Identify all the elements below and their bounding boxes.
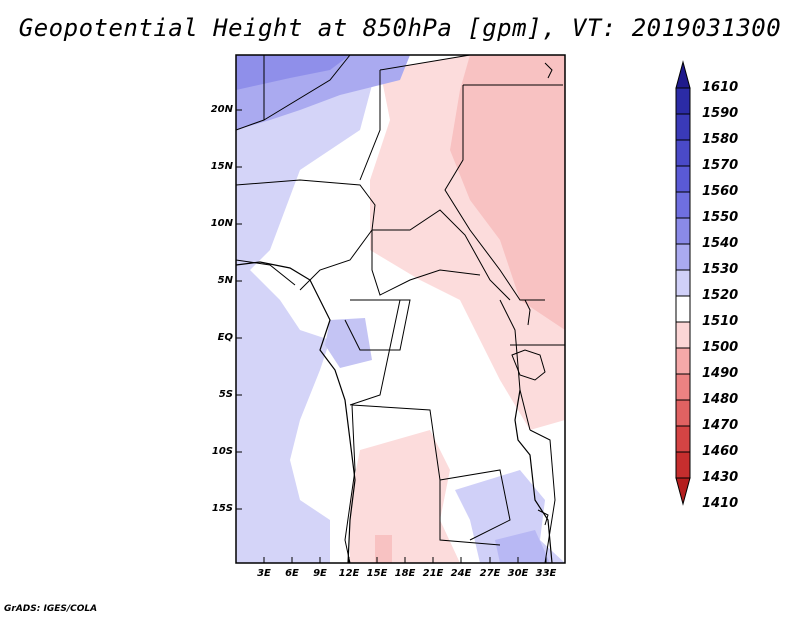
colorbar-label: 1460 xyxy=(702,444,739,459)
lat-label-15s: 15S xyxy=(211,503,233,514)
colorbar-label: 1540 xyxy=(702,236,739,251)
colorbar-label: 1510 xyxy=(702,314,739,329)
lon-label-27e: 27E xyxy=(479,568,501,579)
colorbar-swatch xyxy=(675,347,691,375)
colorbar-label: 1480 xyxy=(702,392,739,407)
colorbar xyxy=(675,60,691,506)
lon-label-6e: 6E xyxy=(285,568,299,579)
colorbar-swatch xyxy=(675,269,691,297)
lon-label-3e: 3E xyxy=(257,568,271,579)
lat-label-20n: 20N xyxy=(210,104,233,115)
field-1520-gabon xyxy=(325,318,372,368)
colorbar-swatch xyxy=(675,295,691,323)
axis-ticks xyxy=(236,109,547,563)
lon-label-30e: 30E xyxy=(507,568,529,579)
lat-label-5s: 5S xyxy=(218,389,233,400)
colorbar-label: 1610 xyxy=(702,80,739,95)
colorbar-swatch xyxy=(675,191,691,219)
lon-label-24e: 24E xyxy=(450,568,472,579)
colorbar-label: 1580 xyxy=(702,132,739,147)
colorbar-swatch xyxy=(675,373,691,401)
map-frame xyxy=(235,54,566,564)
colorbar-swatch xyxy=(675,321,691,349)
colorbar-label: 1470 xyxy=(702,418,739,433)
field-1490-east xyxy=(450,55,565,330)
colorbar-swatch xyxy=(675,113,691,141)
lat-label-10s: 10S xyxy=(211,446,233,457)
field-1490-south xyxy=(375,535,392,563)
lat-label-5n: 5N xyxy=(217,275,233,286)
lon-label-15e: 15E xyxy=(366,568,388,579)
colorbar-label: 1490 xyxy=(702,366,739,381)
colorbar-swatch xyxy=(675,165,691,193)
colorbar-swatch xyxy=(675,451,691,479)
lon-label-18e: 18E xyxy=(394,568,416,579)
colorbar-swatch xyxy=(675,87,691,115)
lon-label-12e: 12E xyxy=(338,568,360,579)
field-1530-southeast xyxy=(495,530,550,563)
country-borders xyxy=(235,54,565,564)
colorbar-swatch xyxy=(675,139,691,167)
lon-label-21e: 21E xyxy=(422,568,444,579)
colorbar-bottom-arrow xyxy=(675,477,691,506)
colorbar-swatch xyxy=(675,399,691,427)
colorbar-top-arrow xyxy=(675,60,691,89)
colorbar-label: 1560 xyxy=(702,184,739,199)
grads-credit: GrADS: IGES/COLA xyxy=(4,604,98,614)
colorbar-label: 1520 xyxy=(702,288,739,303)
field-1500-south xyxy=(350,430,460,563)
colorbar-swatch xyxy=(675,217,691,245)
lat-label-10n: 10N xyxy=(210,218,233,229)
lat-label-15n: 15N xyxy=(210,161,233,172)
map-title: Geopotential Height at 850hPa [gpm], VT:… xyxy=(18,14,782,42)
lat-label-eq: EQ xyxy=(217,332,233,343)
lon-label-33e: 33E xyxy=(535,568,557,579)
colorbar-label: 1500 xyxy=(702,340,739,355)
colorbar-label: 1590 xyxy=(702,106,739,121)
coastline xyxy=(235,261,553,564)
colorbar-swatch xyxy=(675,425,691,453)
lon-label-9e: 9E xyxy=(313,568,327,579)
colorbar-label: 1430 xyxy=(702,470,739,485)
colorbar-label: 1550 xyxy=(702,210,739,225)
colorbar-label: 1530 xyxy=(702,262,739,277)
colorbar-label: 1410 xyxy=(702,496,739,511)
colorbar-swatch xyxy=(675,243,691,271)
colorbar-label: 1570 xyxy=(702,158,739,173)
lakes xyxy=(511,62,553,526)
